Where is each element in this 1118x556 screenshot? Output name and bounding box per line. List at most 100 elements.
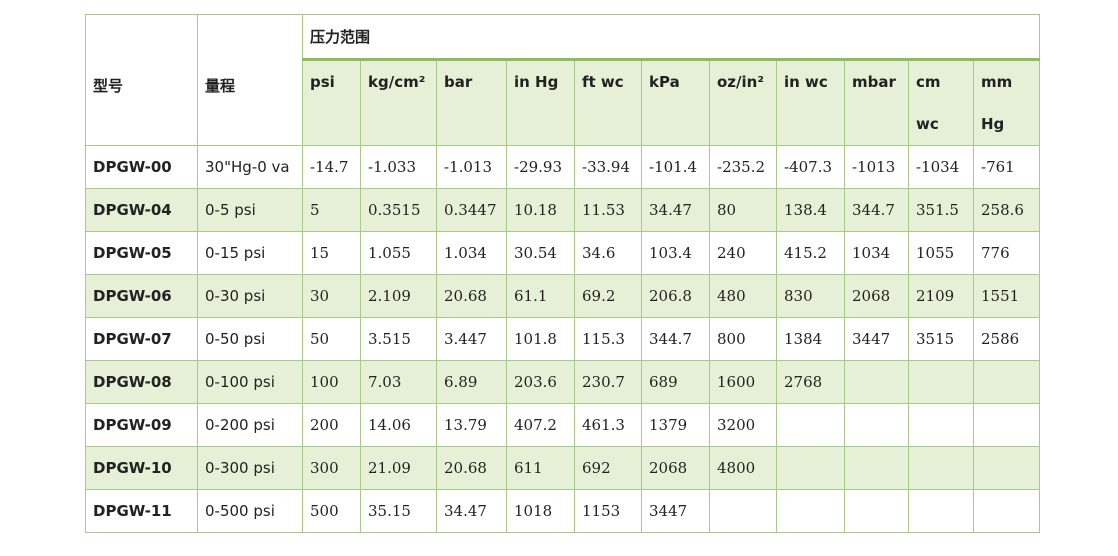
value-cell: 830	[776, 274, 845, 318]
value-cell: 500	[302, 489, 361, 533]
value-cell: 258.6	[972, 188, 1041, 232]
table-row: DPGW-07 0-50 psi 50 3.515 3.447 101.8 115.3 344…	[85, 317, 1041, 361]
value-cell: -33.94	[574, 145, 642, 189]
value-cell: 1.034	[436, 231, 507, 275]
spec-table-container: 型号 量程 压力范围 psi kg/cm² bar in Hg ft wc kPa oz/i…	[85, 14, 1041, 533]
value-cell	[709, 489, 777, 533]
value-cell: 35.15	[360, 489, 437, 533]
table-row: DPGW-06 0-30 psi 30 2.109 20.68 61.1 69.2 206.8…	[85, 274, 1041, 318]
value-cell: 206.8	[641, 274, 710, 318]
unit-label: mm Hg	[981, 73, 1013, 133]
unit-header-8: mbar	[844, 59, 909, 146]
value-cell: 34.47	[641, 188, 710, 232]
value-cell: 3447	[641, 489, 710, 533]
model-cell: DPGW-10	[85, 446, 198, 490]
unit-header-0: psi	[302, 59, 361, 146]
value-cell: 344.7	[844, 188, 909, 232]
value-cell: 4800	[709, 446, 777, 490]
unit-label: cm wc	[916, 73, 941, 133]
value-cell: 20.68	[436, 446, 507, 490]
value-cell: 1018	[506, 489, 575, 533]
table-row: DPGW-04 0-5 psi 5 0.3515 0.3447 10.18 11.53 34.…	[85, 188, 1041, 232]
value-cell: 415.2	[776, 231, 845, 275]
model-header: 型号	[85, 14, 198, 146]
value-cell: 21.09	[360, 446, 437, 490]
value-cell	[844, 489, 909, 533]
value-cell: 3.447	[436, 317, 507, 361]
range-cell: 0-5 psi	[197, 188, 303, 232]
model-cell: DPGW-04	[85, 188, 198, 232]
range-cell: 30"Hg-0 va	[197, 145, 303, 189]
value-cell: 115.3	[574, 317, 642, 361]
model-cell: DPGW-00	[85, 145, 198, 189]
unit-header-3: in Hg	[506, 59, 575, 146]
value-cell: 1600	[709, 360, 777, 404]
value-cell: 7.03	[360, 360, 437, 404]
model-cell: DPGW-11	[85, 489, 198, 533]
range-cell: 0-500 psi	[197, 489, 303, 533]
value-cell: 14.06	[360, 403, 437, 447]
value-cell	[844, 446, 909, 490]
table-body: DPGW-00 30"Hg-0 va -14.7 -1.033 -1.013 -29.93…	[85, 145, 1041, 533]
header-row: 型号 量程 压力范围	[85, 14, 1041, 146]
value-cell: 800	[709, 317, 777, 361]
value-cell: 1153	[574, 489, 642, 533]
unit-label: mbar	[852, 73, 896, 91]
value-cell: 10.18	[506, 188, 575, 232]
value-cell	[776, 446, 845, 490]
unit-header-1: kg/cm²	[360, 59, 437, 146]
value-cell: 407.2	[506, 403, 575, 447]
value-cell: -29.93	[506, 145, 575, 189]
value-cell: 100	[302, 360, 361, 404]
unit-label: ft wc	[582, 73, 624, 91]
unit-label: kPa	[649, 73, 680, 91]
value-cell: 3515	[908, 317, 974, 361]
value-cell: -101.4	[641, 145, 710, 189]
value-cell: -761	[972, 145, 1041, 189]
unit-header-2: bar	[436, 59, 507, 146]
range-header: 量程	[197, 14, 303, 146]
value-cell: 80	[709, 188, 777, 232]
table-row: DPGW-10 0-300 psi 300 21.09 20.68 611 692 2068 4…	[85, 446, 1041, 490]
value-cell	[844, 360, 909, 404]
value-cell: 20.68	[436, 274, 507, 318]
unit-label: kg/cm²	[368, 73, 426, 91]
value-cell	[908, 446, 974, 490]
value-cell: 230.7	[574, 360, 642, 404]
range-cell: 0-50 psi	[197, 317, 303, 361]
value-cell: 1379	[641, 403, 710, 447]
value-cell: 2109	[908, 274, 974, 318]
value-cell: 611	[506, 446, 575, 490]
range-cell: 0-100 psi	[197, 360, 303, 404]
value-cell: 300	[302, 446, 361, 490]
value-cell: 692	[574, 446, 642, 490]
table-row: DPGW-11 0-500 psi 500 35.15 34.47 1018 1153 344…	[85, 489, 1041, 533]
value-cell: -1.013	[436, 145, 507, 189]
value-cell: 2068	[641, 446, 710, 490]
value-cell	[908, 360, 974, 404]
value-cell: 5	[302, 188, 361, 232]
value-cell: 30.54	[506, 231, 575, 275]
pressure-spec-table: 型号 量程 压力范围 psi kg/cm² bar in Hg ft wc kPa oz/i…	[85, 14, 1041, 533]
table-row: DPGW-05 0-15 psi 15 1.055 1.034 30.54 34.6 103.…	[85, 231, 1041, 275]
value-cell: -1.033	[360, 145, 437, 189]
value-cell: 776	[972, 231, 1041, 275]
value-cell	[776, 403, 845, 447]
range-cell: 0-30 psi	[197, 274, 303, 318]
range-cell: 0-200 psi	[197, 403, 303, 447]
value-cell: 351.5	[908, 188, 974, 232]
units-header-row: psi kg/cm² bar in Hg ft wc kPa oz/in² in wc mbar…	[86, 59, 1041, 146]
value-cell: 6.89	[436, 360, 507, 404]
unit-label: psi	[310, 73, 335, 91]
model-cell: DPGW-07	[85, 317, 198, 361]
value-cell: 15	[302, 231, 361, 275]
value-cell	[776, 489, 845, 533]
value-cell	[972, 360, 1041, 404]
value-cell: 2068	[844, 274, 909, 318]
value-cell: 50	[302, 317, 361, 361]
value-cell: 3200	[709, 403, 777, 447]
value-cell: -1034	[908, 145, 974, 189]
table-row: DPGW-00 30"Hg-0 va -14.7 -1.033 -1.013 -29.93…	[85, 145, 1041, 189]
value-cell: 0.3447	[436, 188, 507, 232]
value-cell: 3.515	[360, 317, 437, 361]
